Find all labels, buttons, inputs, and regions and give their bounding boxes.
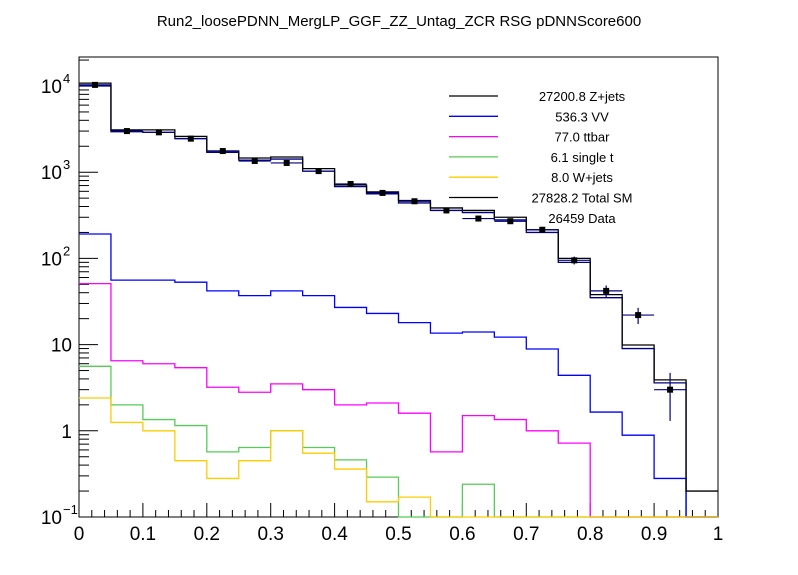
y-tick-exponent: 2	[63, 243, 70, 258]
data-marker	[315, 168, 322, 175]
legend-label: 8.0 W+jets	[551, 170, 613, 185]
y-tick-label: 10 2	[41, 243, 70, 270]
data-point	[334, 180, 367, 187]
data-marker	[475, 215, 482, 222]
data-marker	[507, 218, 514, 225]
series-w-jets	[79, 397, 718, 518]
data-marker	[155, 129, 162, 136]
series-total-sm	[79, 82, 718, 492]
series-layer	[79, 82, 718, 518]
data-point	[174, 135, 207, 142]
data-point	[366, 189, 399, 196]
y-tick-exponent: −1	[63, 502, 78, 517]
legend-label: 27828.2 Total SM	[532, 191, 633, 206]
data-point	[110, 128, 143, 135]
data-marker	[251, 157, 258, 164]
x-tick-label: 0.4	[321, 524, 348, 545]
data-marker	[283, 159, 290, 166]
y-tick-label: 10 4	[41, 71, 70, 98]
data-point	[654, 372, 687, 421]
data-point	[558, 256, 591, 265]
data-point	[238, 157, 271, 164]
y-tick-label: 1	[61, 422, 72, 443]
legend-entry-w-jets: 8.0 W+jets	[449, 170, 613, 185]
x-tick-label: 1	[713, 524, 724, 545]
y-tick-base: 10	[41, 163, 62, 184]
y-tick-exponent: 4	[63, 71, 70, 86]
data-marker	[443, 207, 450, 214]
data-marker	[571, 257, 578, 264]
data-marker	[347, 180, 354, 187]
y-tick-base: 10	[51, 336, 72, 357]
data-point	[462, 215, 495, 222]
legend-label: 26459 Data	[548, 211, 616, 226]
data-marker	[603, 287, 610, 294]
legend-entry-total-sm: 27828.2 Total SM	[449, 191, 632, 206]
y-tick-label: 10 3	[41, 157, 70, 184]
y-tick-exponent: 3	[63, 157, 70, 172]
x-tick-label: 0.2	[194, 524, 220, 545]
legend-entry-data: 26459 Data	[548, 211, 616, 226]
x-tick-label: 0.7	[513, 524, 539, 545]
data-point	[270, 159, 303, 166]
data-marker	[411, 198, 418, 205]
legend-entry-z-jets: 27200.8 Z+jets	[449, 89, 626, 104]
data-points	[79, 81, 687, 421]
y-tick-base: 10	[41, 508, 62, 529]
legend-label: 536.3 VV	[555, 109, 609, 124]
series-ttbar	[79, 282, 718, 518]
y-tick-label: 10	[51, 336, 72, 357]
data-point	[622, 307, 655, 325]
legend-entry-vv: 536.3 VV	[449, 109, 609, 124]
legend-label: 77.0 ttbar	[555, 130, 611, 145]
data-marker	[379, 189, 386, 196]
legend-label: 27200.8 Z+jets	[539, 89, 626, 104]
data-marker	[123, 128, 130, 135]
y-tick-base: 10	[41, 77, 62, 98]
data-marker	[635, 312, 642, 319]
x-tick-label: 0.6	[449, 524, 475, 545]
x-tick-label: 0.9	[641, 524, 667, 545]
x-tick-label: 0.3	[257, 524, 283, 545]
legend-entry-single-t: 6.1 single t	[449, 150, 614, 165]
legend-label: 6.1 single t	[551, 150, 614, 165]
data-point	[430, 207, 463, 214]
data-point	[494, 218, 527, 225]
x-tick-label: 0.5	[385, 524, 411, 545]
legend-entry-ttbar: 77.0 ttbar	[449, 130, 610, 145]
data-point	[526, 226, 559, 233]
data-marker	[91, 81, 98, 88]
series-vv	[79, 233, 718, 518]
data-marker	[539, 226, 546, 233]
y-tick-base: 10	[41, 249, 62, 270]
y-tick-label: 10 −1	[41, 502, 78, 529]
x-tick-label: 0.8	[577, 524, 603, 545]
y-tick-base: 1	[61, 422, 72, 443]
data-point	[302, 168, 335, 175]
data-point	[590, 285, 623, 298]
data-marker	[187, 135, 194, 142]
data-point	[142, 129, 175, 136]
x-tick-label: 0	[74, 524, 85, 545]
legend: 27200.8 Z+jets 536.3 VV 77.0 ttbar 6.1 sing…	[449, 89, 632, 226]
data-point	[79, 81, 111, 88]
data-point	[206, 148, 239, 155]
data-marker	[667, 386, 674, 393]
x-tick-label: 0.1	[130, 524, 156, 545]
data-point	[398, 198, 431, 205]
chart-title: Run2_loosePDNN_MergLP_GGF_ZZ_Untag_ZCR R…	[157, 13, 641, 30]
data-marker	[219, 148, 226, 155]
